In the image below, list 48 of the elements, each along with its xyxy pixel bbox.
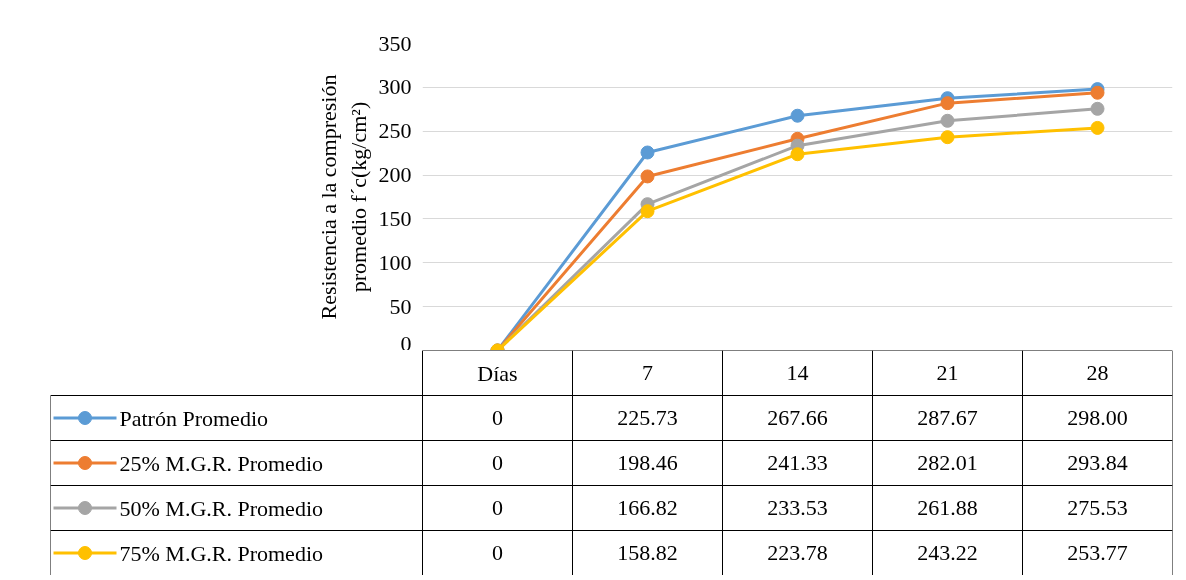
data-label: 225.73 [617, 405, 678, 430]
data-label: 223.78 [767, 540, 828, 565]
data-label: 267.66 [767, 405, 828, 430]
data-label: 241.33 [767, 450, 828, 475]
y-axis-title: Resistencia a la compresión promedio f´c(kg/cm²) [315, 74, 371, 320]
data-label: 166.82 [617, 495, 678, 520]
data-label: 293.84 [1067, 450, 1128, 475]
point [790, 147, 805, 162]
y-tick-label: 100 [378, 249, 412, 275]
x-tick-label: 28 [1086, 360, 1109, 385]
legend-label: 25% M.G.R. Promedio [119, 450, 323, 476]
point [940, 130, 955, 145]
data-label: 261.88 [917, 495, 978, 520]
point [1090, 120, 1105, 135]
point [640, 169, 655, 184]
data-label: 158.82 [617, 540, 678, 565]
y-tick-label: 200 [378, 162, 412, 188]
data-label: 298.00 [1067, 405, 1128, 430]
data-label: 275.53 [1067, 495, 1128, 520]
y-tick-label: 50 [389, 293, 412, 319]
data-label: 198.46 [617, 450, 678, 475]
x-tick-label: 14 [786, 360, 809, 385]
y-tick-label: 300 [378, 74, 412, 100]
y-tick-label: 250 [378, 118, 412, 144]
y-tick-label: 150 [378, 205, 412, 231]
x-tick-label: Días [477, 360, 518, 386]
point [940, 113, 955, 128]
data-label: 0 [492, 495, 503, 520]
point [940, 96, 955, 111]
data-label: 233.53 [767, 495, 828, 520]
x-tick-label: 7 [642, 360, 653, 385]
point [1090, 101, 1105, 116]
legend-label: 50% M.G.R. Promedio [119, 495, 323, 521]
data-label: 0 [492, 405, 503, 430]
point [790, 108, 805, 123]
data-label: 0 [492, 540, 503, 565]
legend-label: Patrón Promedio [119, 405, 268, 431]
data-label: 253.77 [1067, 540, 1128, 565]
data-label: 287.67 [917, 405, 978, 430]
point [640, 145, 655, 160]
legend-label: 75% M.G.R. Promedio [119, 540, 323, 566]
data-label: 0 [492, 450, 503, 475]
data-label: 282.01 [917, 450, 978, 475]
y-tick-label: 350 [378, 30, 412, 56]
data-label: 243.22 [917, 540, 978, 565]
y-tick-label: 0 [400, 330, 412, 356]
x-tick-label: 21 [936, 360, 959, 385]
point [640, 204, 655, 219]
